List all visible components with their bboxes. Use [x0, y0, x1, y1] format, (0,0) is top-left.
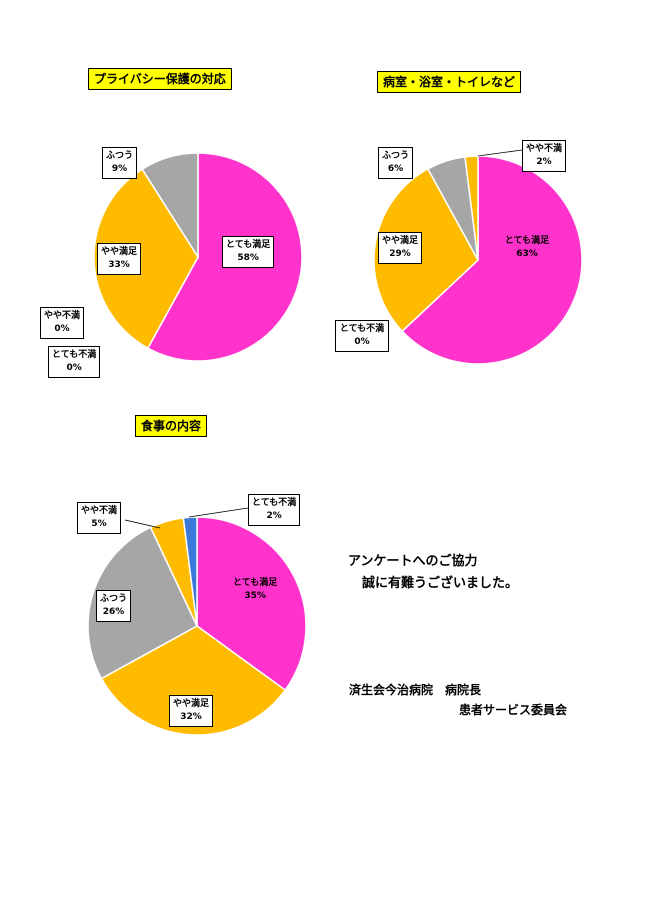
chart1-title: プライバシー保護の対応: [88, 68, 232, 90]
chart2-title: 病室・浴室・トイレなど: [377, 71, 522, 93]
chart1-label-futsuu: ふつう 9%: [102, 147, 138, 179]
chart2-label-yaya-fuman: やや不満 2%: [522, 140, 567, 172]
thanks-line1: アンケートへのご協力: [348, 554, 478, 569]
footer-hospital: 済生会今治病院 病院長: [349, 683, 482, 697]
pie-slice-1-1: [373, 167, 479, 333]
chart2-label-totemo-manzoku: とても満足 63%: [504, 236, 550, 259]
pie-slice-0-1: [93, 168, 199, 350]
chart2-label-yaya-manzoku: やや満足 29%: [378, 232, 423, 264]
leader-line: [188, 507, 249, 518]
chart3-pie: [87, 516, 307, 736]
pie-slice-1-3: [464, 155, 479, 261]
chart1-label-totemo-fuman: とても不満 0%: [48, 346, 101, 378]
chart3-label-yaya-manzoku: やや満足 32%: [169, 695, 214, 727]
leader-line: [124, 519, 161, 529]
chart1-label-yaya-manzoku: やや満足 33%: [97, 243, 142, 275]
chart2-pie: [373, 155, 583, 365]
chart1-label-yaya-fuman: やや不満 0%: [40, 307, 85, 339]
chart3-label-totemo-manzoku: とても満足 35%: [233, 578, 278, 601]
pie-slice-2-2: [87, 526, 198, 680]
footer-committee: 患者サービス委員会: [459, 703, 568, 717]
leader-line: [477, 149, 523, 157]
pie-slice-2-1: [100, 625, 287, 736]
chart3-title: 食事の内容: [135, 415, 208, 437]
chart2-label-totemo-fuman: とても不満 0%: [335, 320, 389, 352]
pie-slice-2-0: [196, 516, 307, 692]
pie-slice-0-2: [141, 152, 199, 260]
thanks-line2: 誠に有難うございました。: [362, 576, 519, 591]
chart3-label-totemo-fuman: とても不満 2%: [248, 494, 301, 526]
chart3-label-futsuu: ふつう 26%: [96, 590, 132, 622]
chart3-label-yaya-fuman: やや不満 5%: [77, 502, 122, 534]
chart1-label-totemo-manzoku: とても満足 58%: [222, 236, 275, 268]
chart2-label-futsuu: ふつう 6%: [378, 147, 414, 179]
